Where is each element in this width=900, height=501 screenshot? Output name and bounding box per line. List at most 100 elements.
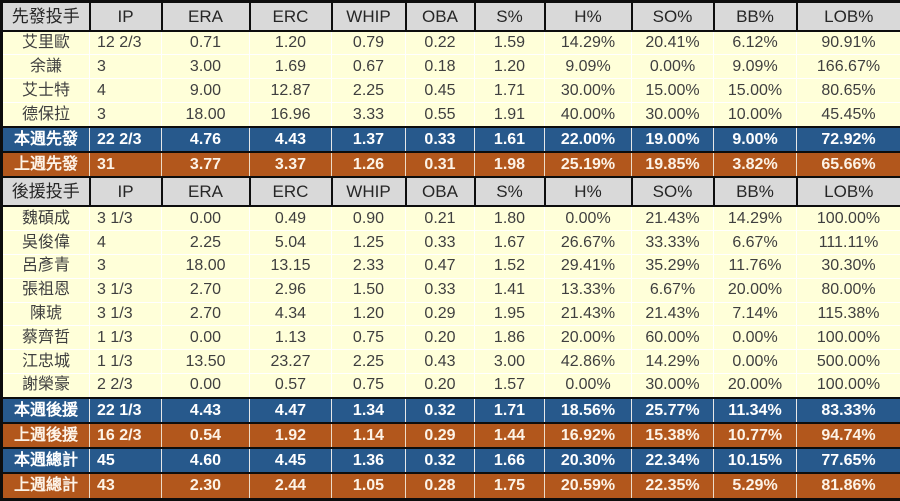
summary-label-cell: 本週總計 — [1, 447, 90, 475]
column-header-cell: OBA — [404, 0, 476, 32]
stat-value-cell: 40.00% — [544, 102, 632, 128]
stat-value-cell: 35.29% — [631, 254, 714, 279]
stat-value-cell: 1 1/3 — [89, 325, 162, 351]
stat-value-cell: 19.00% — [631, 125, 714, 154]
stat-value-cell: 100.00% — [796, 205, 900, 232]
pitcher-name-cell: 蔡齊哲 — [1, 325, 90, 351]
stat-value-cell: 2.25 — [331, 78, 406, 104]
stat-value-cell: 0.71 — [161, 29, 250, 56]
stat-value-cell: 80.65% — [796, 78, 900, 104]
stat-value-cell: 3.77 — [161, 151, 250, 179]
summary-label-cell: 上週後援 — [1, 422, 90, 450]
stat-value-cell: 0.31 — [405, 151, 475, 179]
pitcher-row: 呂彥青 3 18.00 13.15 2.33 0.47 1.52 29.41% 35.29% 11… — [1, 254, 900, 279]
stat-value-cell: 3 1/3 — [89, 301, 162, 327]
stat-value-cell: 14.29% — [631, 349, 714, 374]
stat-value-cell: 22.00% — [544, 125, 632, 154]
stat-value-cell: 1.61 — [474, 125, 545, 154]
stat-value-cell: 3.82% — [713, 151, 797, 179]
stat-value-cell: 20.59% — [544, 472, 632, 501]
stat-value-cell: 1.57 — [474, 372, 545, 399]
stat-value-cell: 1.59 — [474, 29, 545, 56]
stat-value-cell: 500.00% — [796, 349, 900, 374]
stat-value-cell: 1.20 — [474, 54, 545, 80]
column-header-cell: ERC — [248, 176, 333, 208]
pitcher-row: 謝榮豪 2 2/3 0.00 0.57 0.75 0.20 1.57 0.00% 30.00% 2… — [1, 372, 900, 399]
summary-row: 本週總計 45 4.60 4.45 1.36 0.32 1.66 20.30% 22.34% 10… — [1, 447, 900, 475]
stat-value-cell: 1.71 — [474, 396, 545, 425]
stat-value-cell: 0.21 — [405, 205, 475, 232]
stat-value-cell: 3 1/3 — [89, 205, 162, 232]
column-header-cell: IP — [88, 0, 163, 32]
stat-value-cell: 10.00% — [713, 102, 797, 128]
stat-value-cell: 10.77% — [713, 422, 797, 450]
stat-value-cell: 0.75 — [331, 325, 406, 351]
stat-value-cell: 1.67 — [474, 230, 545, 256]
stat-value-cell: 11.76% — [713, 254, 797, 279]
pitcher-name-cell: 艾里歐 — [1, 29, 90, 56]
stat-value-cell: 90.91% — [796, 29, 900, 56]
stat-value-cell: 0.00 — [161, 372, 250, 399]
summary-row: 上週後援 16 2/3 0.54 1.92 1.14 0.29 1.44 16.92% 15.3… — [1, 422, 900, 450]
column-header-cell: IP — [88, 176, 163, 208]
column-header-cell: LOB% — [795, 176, 900, 208]
stat-value-cell: 0.55 — [405, 102, 475, 128]
column-header-cell: SO% — [630, 176, 715, 208]
stat-value-cell: 0.33 — [405, 230, 475, 256]
stat-value-cell: 2.44 — [249, 472, 332, 501]
stat-value-cell: 3.00 — [161, 54, 250, 80]
stat-value-cell: 18.00 — [161, 254, 250, 279]
stat-value-cell: 2.70 — [161, 277, 250, 303]
column-header-cell: H% — [543, 176, 633, 208]
stat-value-cell: 5.29% — [713, 472, 797, 501]
stat-value-cell: 22 1/3 — [89, 396, 162, 425]
stat-value-cell: 0.43 — [405, 349, 475, 374]
pitcher-name-cell: 陳琥 — [1, 301, 90, 327]
stat-value-cell: 1.52 — [474, 254, 545, 279]
stat-value-cell: 83.33% — [796, 396, 900, 425]
stat-value-cell: 30.30% — [796, 254, 900, 279]
stat-value-cell: 13.33% — [544, 277, 632, 303]
stat-value-cell: 4.76 — [161, 125, 250, 154]
stat-value-cell: 0.57 — [249, 372, 332, 399]
stat-value-cell: 21.43% — [631, 301, 714, 327]
stat-value-cell: 3.37 — [249, 151, 332, 179]
pitcher-name-cell: 德保拉 — [1, 102, 90, 128]
stat-value-cell: 11.34% — [713, 396, 797, 425]
stat-value-cell: 77.65% — [796, 447, 900, 475]
column-header-cell: BB% — [712, 0, 798, 32]
section-header-row: 先發投手 IP ERA ERC WHIP OBA S% H% SO% BB% LOB% — [0, 0, 900, 32]
stat-value-cell: 2.70 — [161, 301, 250, 327]
stat-value-cell: 111.11% — [796, 230, 900, 256]
stat-value-cell: 1.91 — [474, 102, 545, 128]
stat-value-cell: 21.43% — [544, 301, 632, 327]
column-header-cell: WHIP — [330, 0, 407, 32]
stat-value-cell: 0.00% — [544, 372, 632, 399]
pitcher-row: 陳琥 3 1/3 2.70 4.34 1.20 0.29 1.95 21.43% 21.43% 7… — [1, 301, 900, 327]
pitcher-row: 江忠城 1 1/3 13.50 23.27 2.25 0.43 3.00 42.86% 14.2… — [1, 349, 900, 374]
stat-value-cell: 0.00% — [713, 349, 797, 374]
stat-value-cell: 9.00 — [161, 78, 250, 104]
stat-value-cell: 16 2/3 — [89, 422, 162, 450]
column-header-cell: H% — [543, 0, 633, 32]
stat-value-cell: 2 2/3 — [89, 372, 162, 399]
stat-value-cell: 0.00 — [161, 325, 250, 351]
stat-value-cell: 0.33 — [405, 277, 475, 303]
stat-value-cell: 1.71 — [474, 78, 545, 104]
stat-value-cell: 0.33 — [405, 125, 475, 154]
pitcher-name-cell: 吳俊偉 — [1, 230, 90, 256]
stat-value-cell: 65.66% — [796, 151, 900, 179]
pitcher-row: 蔡齊哲 1 1/3 0.00 1.13 0.75 0.20 1.86 20.00% 60.00%… — [1, 325, 900, 351]
stat-value-cell: 20.41% — [631, 29, 714, 56]
stat-value-cell: 4 — [89, 230, 162, 256]
stat-value-cell: 4.43 — [161, 396, 250, 425]
stat-value-cell: 25.19% — [544, 151, 632, 179]
stat-value-cell: 60.00% — [631, 325, 714, 351]
stat-value-cell: 15.00% — [631, 78, 714, 104]
stat-value-cell: 0.79 — [331, 29, 406, 56]
stat-value-cell: 26.67% — [544, 230, 632, 256]
stat-value-cell: 1.44 — [474, 422, 545, 450]
stat-value-cell: 16.92% — [544, 422, 632, 450]
stat-value-cell: 0.75 — [331, 372, 406, 399]
